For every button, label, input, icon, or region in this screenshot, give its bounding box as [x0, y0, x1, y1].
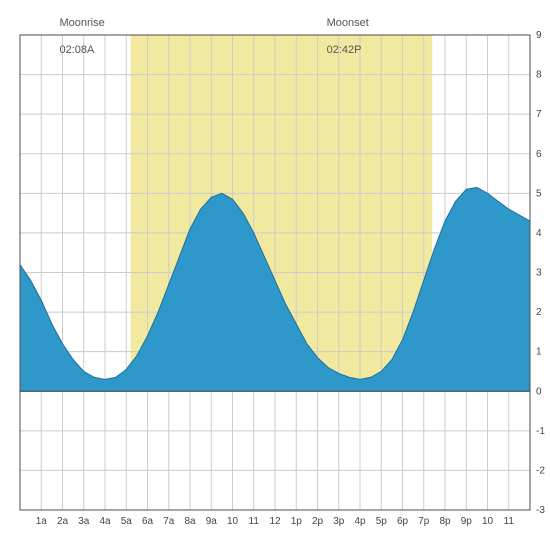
svg-text:4p: 4p	[354, 516, 366, 527]
svg-text:3p: 3p	[333, 516, 345, 527]
svg-text:6a: 6a	[142, 516, 154, 527]
moonrise-title: Moonrise	[59, 17, 104, 29]
moonset-time: 02:42P	[327, 44, 362, 56]
svg-text:7p: 7p	[418, 516, 430, 527]
svg-text:9a: 9a	[206, 516, 218, 527]
svg-text:8: 8	[536, 70, 542, 81]
svg-text:11: 11	[249, 516, 260, 527]
svg-text:3: 3	[536, 268, 542, 279]
svg-text:4: 4	[536, 228, 542, 239]
svg-text:2: 2	[536, 307, 542, 318]
moonrise-time: 02:08A	[59, 44, 94, 56]
svg-text:3a: 3a	[78, 516, 90, 527]
svg-text:4a: 4a	[99, 516, 111, 527]
svg-text:5p: 5p	[376, 516, 388, 527]
svg-text:2a: 2a	[57, 516, 69, 527]
svg-text:11: 11	[504, 516, 515, 527]
svg-text:-3: -3	[536, 505, 545, 516]
chart-svg: -3-2-101234567891a2a3a4a5a6a7a8a9a101112…	[0, 0, 550, 550]
moonrise-label: Moonrise 02:08A	[47, 3, 104, 72]
svg-text:12: 12	[269, 516, 281, 527]
svg-text:9p: 9p	[461, 516, 473, 527]
svg-text:7a: 7a	[163, 516, 175, 527]
svg-text:1a: 1a	[36, 516, 48, 527]
svg-text:1p: 1p	[291, 516, 303, 527]
svg-text:8a: 8a	[184, 516, 196, 527]
svg-text:10: 10	[482, 516, 494, 527]
svg-text:7: 7	[536, 109, 542, 120]
moonset-title: Moonset	[327, 17, 369, 29]
svg-text:5a: 5a	[121, 516, 133, 527]
svg-text:0: 0	[536, 386, 542, 397]
svg-text:10: 10	[227, 516, 239, 527]
svg-text:5: 5	[536, 188, 542, 199]
svg-text:8p: 8p	[439, 516, 451, 527]
tide-chart: -3-2-101234567891a2a3a4a5a6a7a8a9a101112…	[0, 0, 550, 550]
svg-text:-1: -1	[536, 426, 545, 437]
svg-text:6: 6	[536, 149, 542, 160]
svg-text:2p: 2p	[312, 516, 324, 527]
svg-text:1: 1	[536, 347, 542, 358]
svg-text:6p: 6p	[397, 516, 409, 527]
moonset-label: Moonset 02:42P	[314, 3, 368, 72]
svg-text:9: 9	[536, 30, 542, 41]
svg-text:-2: -2	[536, 465, 545, 476]
